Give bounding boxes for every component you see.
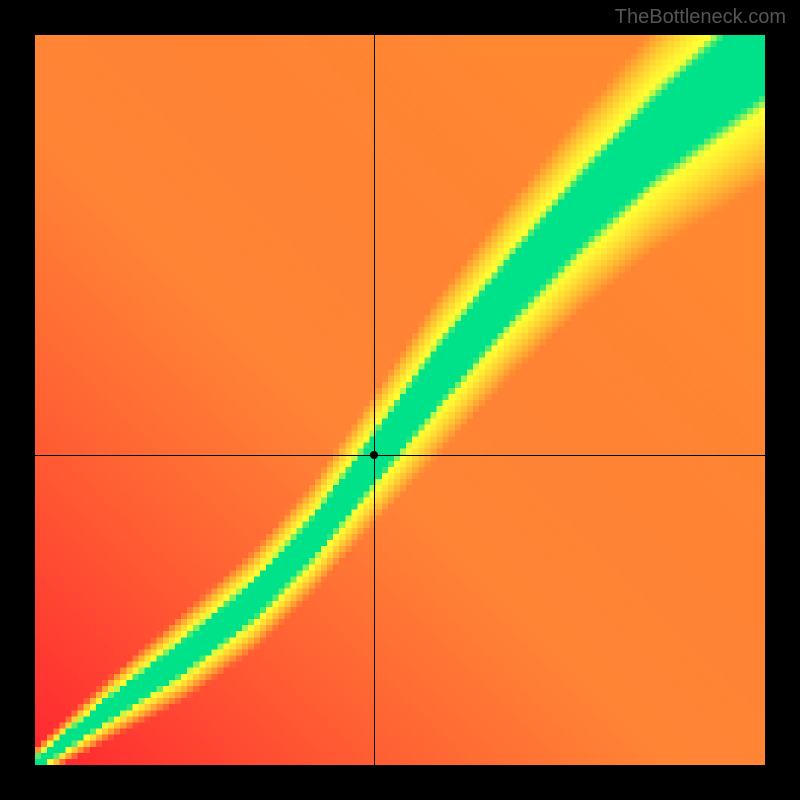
crosshair-vertical — [374, 35, 375, 765]
crosshair-horizontal — [35, 455, 765, 456]
heatmap-canvas — [35, 35, 765, 765]
heatmap-plot-area — [35, 35, 765, 765]
watermark-text: TheBottleneck.com — [615, 6, 786, 29]
crosshair-marker-dot — [370, 451, 378, 459]
